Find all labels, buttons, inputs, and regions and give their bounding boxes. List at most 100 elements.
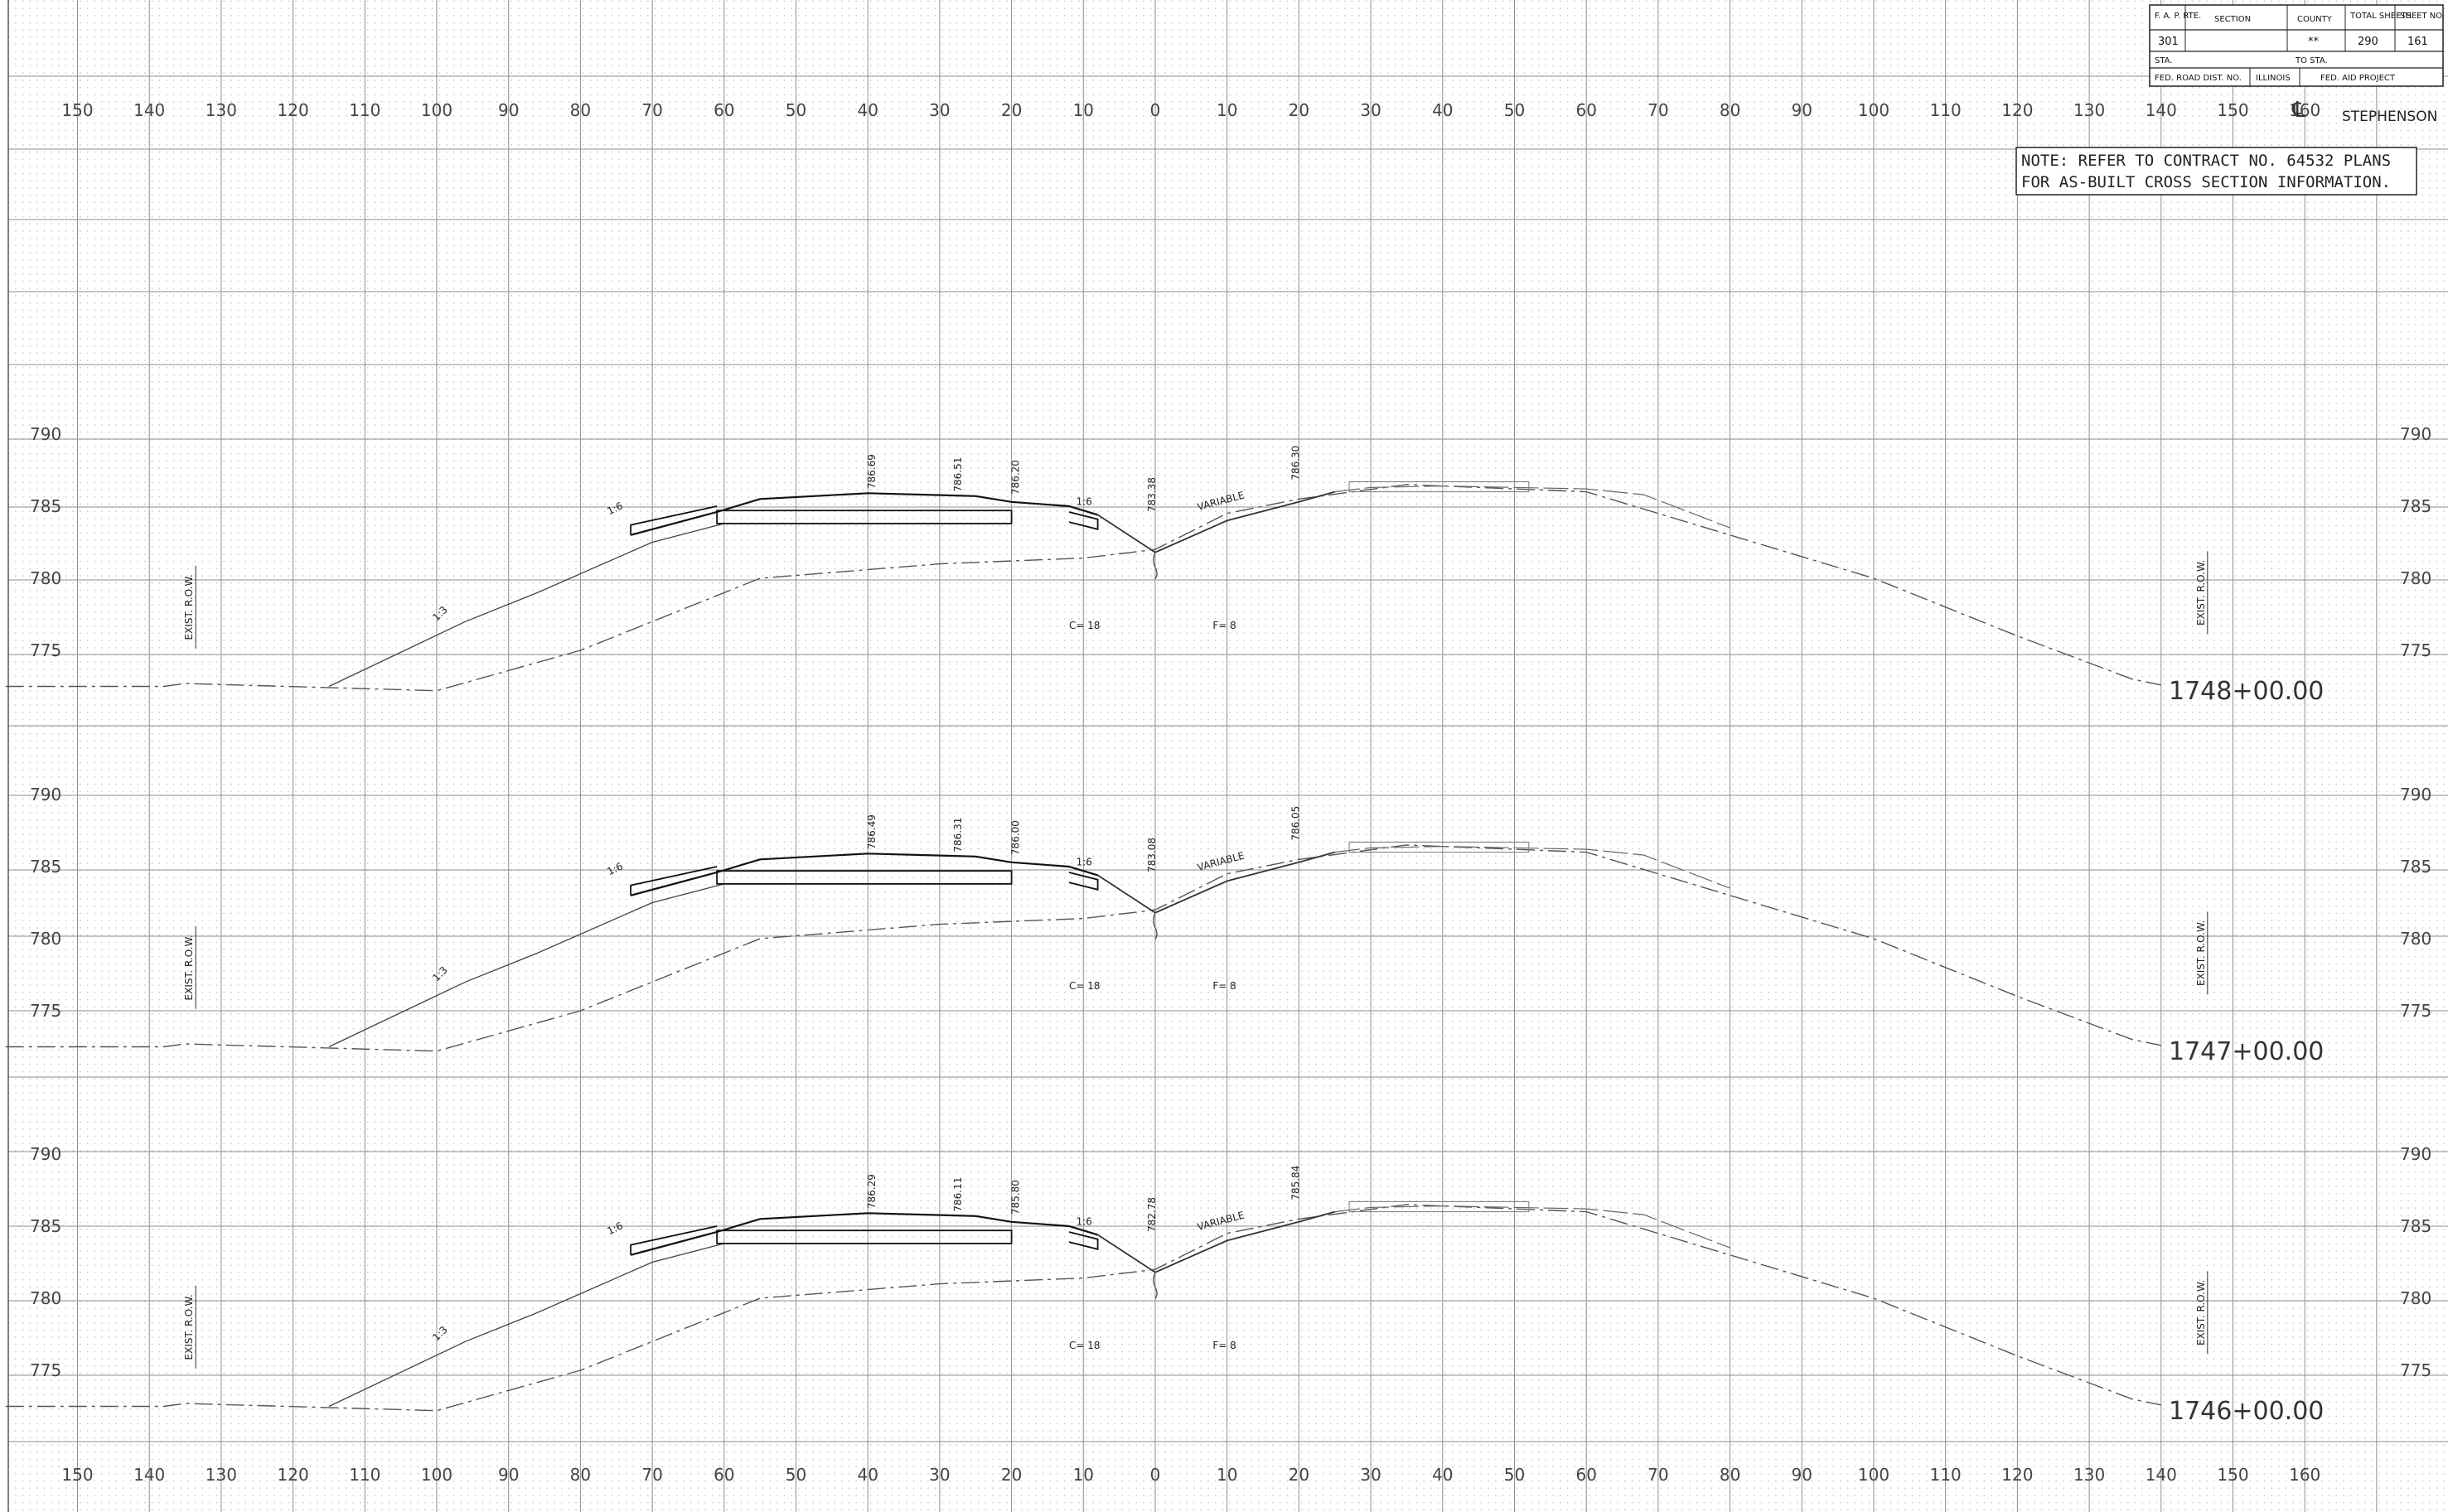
offset-tick-label-top: 70	[1647, 100, 1668, 120]
elevation-label-right: 780	[2400, 929, 2431, 949]
tb-header-sheet-no: SHEET NO.	[2400, 12, 2445, 21]
centerline-break	[1153, 552, 1158, 580]
offset-tick-label-top: 150	[2217, 100, 2248, 120]
tb-footer-project: FED. AID PROJECT	[2320, 74, 2396, 83]
offset-tick-label-top: 100	[1858, 100, 1889, 120]
row-label-right: EXIST. R.O.W.	[2195, 1280, 2207, 1345]
offset-tick-label-top: 130	[206, 100, 237, 120]
offset-tick-label-bottom: 80	[1720, 1465, 1740, 1485]
ditch-line	[1097, 851, 1336, 914]
grade-elevation-label: 783.08	[1146, 838, 1158, 872]
fill-slope-line	[328, 523, 724, 688]
offset-tick-label-bottom: 90	[1792, 1465, 1812, 1485]
offset-tick-label-top: 50	[786, 100, 806, 120]
grade-elevation-label: 785.84	[1289, 1166, 1301, 1200]
centerline-label: STEPHENSON	[2342, 109, 2437, 125]
offset-tick-label-bottom: 0	[1150, 1465, 1161, 1485]
offset-tick-label-bottom: 60	[1575, 1465, 1596, 1485]
fill-slope-line	[328, 1243, 724, 1408]
fill-label: F= 8	[1212, 980, 1236, 992]
slope-label-inner: 1:6	[1076, 856, 1092, 867]
elevation-label-right: 785	[2400, 1216, 2431, 1236]
existing-ground-line	[5, 1204, 2161, 1412]
offset-tick-label-top: 90	[1792, 100, 1812, 120]
tb-header-rte: F. A. P. RTE.	[2155, 12, 2201, 21]
elevation-label-left: 780	[30, 568, 61, 588]
grade-elevation-label: 786.11	[952, 1177, 964, 1212]
existing-ground-line	[5, 484, 2161, 692]
offset-tick-label-bottom: 30	[929, 1465, 950, 1485]
note-line-2: FOR AS-BUILT CROSS SECTION INFORMATION.	[2021, 173, 2391, 191]
grade-elevation-label: 786.30	[1289, 446, 1301, 481]
offset-tick-label-bottom: 100	[1858, 1465, 1889, 1485]
tb-value-sheet-no: 161	[2407, 36, 2428, 48]
offset-tick-label-bottom: 50	[786, 1465, 806, 1485]
slope-label-inner: 1:6	[1076, 495, 1092, 507]
elevation-label-left: 790	[30, 424, 61, 444]
offset-tick-label-top: 90	[498, 100, 519, 120]
elevation-label-left: 785	[30, 496, 61, 516]
cross-section-1: 790 790 785 785 780 780 775 775 EXIST. R.O.W. EXI…	[5, 424, 2431, 706]
pavement-section	[716, 870, 1013, 885]
offset-tick-label-bottom: 120	[2001, 1465, 2033, 1485]
row-label-left: EXIST. R.O.W.	[183, 935, 195, 1000]
offset-tick-label-bottom: 130	[206, 1465, 237, 1485]
row-marker-left: EXIST. R.O.W.	[183, 925, 196, 1009]
cut-label: C= 18	[1069, 620, 1101, 631]
tb-to-sta: TO STA.	[2295, 56, 2328, 65]
elevation-label-left: 790	[30, 785, 61, 804]
elevation-label-right: 775	[2400, 640, 2431, 660]
offset-tick-label-top: 150	[61, 100, 93, 120]
offset-axis-top: 150 140 130 120 110 100 90 80 70 60 50 40 30 20 10 0 10 2…	[61, 100, 2320, 120]
offset-tick-label-top: 120	[278, 100, 309, 120]
note-line-1: NOTE: REFER TO CONTRACT NO. 64532 PLANS	[2021, 152, 2391, 170]
offset-tick-label-bottom: 90	[498, 1465, 519, 1485]
offset-tick-label-bottom: 150	[2217, 1465, 2248, 1485]
tb-value-rte: 301	[2158, 36, 2179, 48]
tb-footer-state: ILLINOIS	[2256, 74, 2291, 83]
offset-tick-label-top: 120	[2001, 100, 2033, 120]
left-shoulder	[630, 866, 718, 896]
right-grading-line	[1334, 845, 1730, 889]
existing-pavement-right	[1348, 1200, 1530, 1213]
row-marker-right: EXIST. R.O.W.	[2195, 551, 2209, 635]
tb-footer-district: FED. ROAD DIST. NO.	[2155, 74, 2242, 83]
left-shoulder	[630, 505, 718, 535]
cut-label: C= 18	[1069, 1340, 1101, 1351]
elevation-label-right: 785	[2400, 496, 2431, 516]
row-marker-right: EXIST. R.O.W.	[2195, 1271, 2209, 1355]
elevation-label-right: 780	[2400, 1288, 2431, 1308]
cross-section-3: 790 790 785 785 780 780 775 775 EXIST. R.O.W. EXI…	[5, 1144, 2431, 1426]
ditch-line	[1097, 1210, 1336, 1273]
centerline-callout: ℄ STEPHENSON	[2291, 98, 2437, 125]
centerline-break	[1153, 912, 1158, 940]
offset-tick-label-top: 60	[714, 100, 734, 120]
offset-tick-label-bottom: 40	[1432, 1465, 1453, 1485]
grade-elevation-label: 786.20	[1009, 460, 1021, 495]
offset-tick-label-top: 80	[1720, 100, 1740, 120]
offset-tick-label-bottom: 30	[1360, 1465, 1381, 1485]
centerline-break	[1153, 1272, 1158, 1300]
tb-header-county: COUNTY	[2297, 15, 2333, 24]
right-curb	[1068, 1231, 1099, 1250]
offset-tick-label-bottom: 160	[2289, 1465, 2320, 1485]
slope-label-inner: 1:6	[1076, 1215, 1092, 1227]
station-label: 1747+00.00	[2169, 1037, 2324, 1066]
row-label-right: EXIST. R.O.W.	[2195, 560, 2207, 626]
offset-tick-label-bottom: 110	[1930, 1465, 1962, 1485]
elevation-label-right: 785	[2400, 857, 2431, 877]
right-grading-line	[1334, 1205, 1730, 1249]
centerline-icon: ℄	[2291, 98, 2306, 123]
existing-pavement-right	[1348, 481, 1530, 493]
elevation-label-left: 790	[30, 1144, 61, 1164]
grade-elevation-label: 785.80	[1009, 1180, 1021, 1215]
offset-tick-label-top: 30	[1360, 100, 1381, 120]
elevation-label-right: 775	[2400, 1001, 2431, 1021]
offset-tick-label-top: 10	[1073, 100, 1094, 120]
offset-tick-label-top: 140	[2146, 100, 2177, 120]
offset-tick-label-top: 40	[857, 100, 878, 120]
offset-tick-label-bottom: 40	[857, 1465, 878, 1485]
offset-tick-label-bottom: 140	[133, 1465, 165, 1485]
offset-tick-label-bottom: 140	[2146, 1465, 2177, 1485]
